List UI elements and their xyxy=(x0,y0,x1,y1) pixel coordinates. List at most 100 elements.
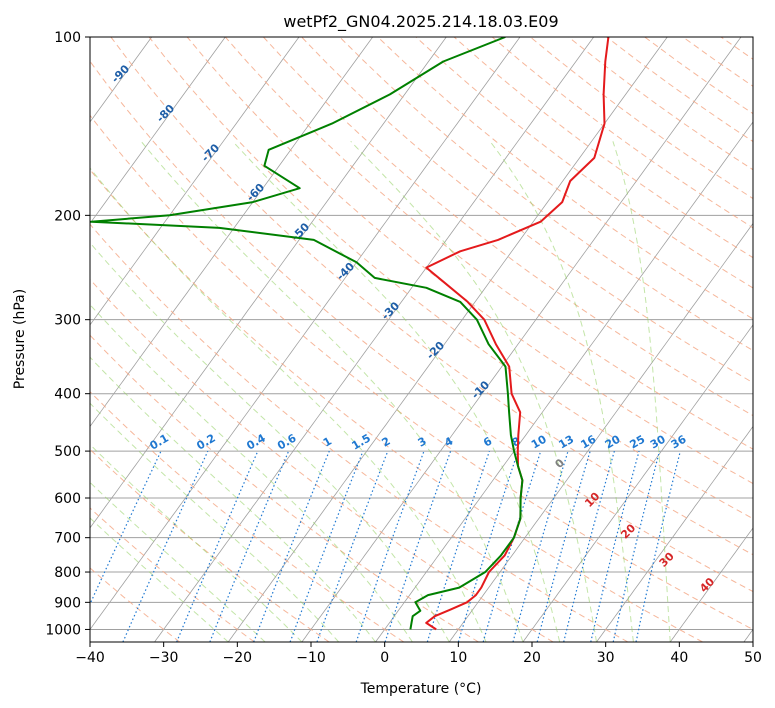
isotherm-gridline xyxy=(154,37,595,642)
mixing-ratio-label: 0.1 xyxy=(148,432,171,453)
mixing-ratio-line xyxy=(512,450,569,642)
mixing-ratio-label: 0.4 xyxy=(244,431,268,452)
dry-adiabat-label: -10 xyxy=(469,378,492,401)
dry-adiabat xyxy=(263,37,753,417)
dry-adiabat xyxy=(90,168,703,642)
mixing-ratio-label: 30 xyxy=(648,432,668,451)
moist-adiabat xyxy=(90,303,413,642)
mixing-ratio-line xyxy=(90,450,162,606)
isotherm-gridline xyxy=(522,324,753,642)
y-tick-label: 300 xyxy=(54,313,81,329)
mixing-ratio-line xyxy=(482,450,542,642)
moist-adiabat xyxy=(90,167,487,642)
isotherm-gridline xyxy=(90,37,447,529)
x-tick-label: −30 xyxy=(149,650,179,666)
mixing-ratio-line xyxy=(384,450,452,642)
mixing-ratio-line xyxy=(209,450,290,642)
mixing-ratio-line xyxy=(457,450,519,642)
mixing-ratio-label: 0.6 xyxy=(275,431,299,452)
isotherm-gridline xyxy=(375,121,753,642)
y-tick-label: 500 xyxy=(54,444,81,460)
y-tick-label: 400 xyxy=(54,387,81,403)
mixing-ratio-label: 13 xyxy=(556,433,576,452)
mixing-ratio-line xyxy=(635,450,681,642)
dry-adiabat xyxy=(186,37,753,485)
mixing-ratio-line xyxy=(289,450,364,642)
y-axis: 100 200 300 400 500 600 700 800 900 1000 xyxy=(45,30,90,638)
mixing-ratio-label: 25 xyxy=(627,433,647,452)
moist-adiabat xyxy=(612,141,671,642)
moist-adiabat-label: 30 xyxy=(657,549,677,569)
x-tick-label: 20 xyxy=(523,650,541,666)
x-tick-label: 10 xyxy=(449,650,467,666)
mixing-ratio-label: 3 xyxy=(416,435,429,450)
mixing-ratio-label: 20 xyxy=(603,432,623,451)
mixing-ratio-line xyxy=(253,450,330,642)
y-axis-label: Pressure (hPa) xyxy=(12,289,28,389)
dry-adiabat-label: -80 xyxy=(154,102,177,125)
mixing-ratio-label: 1 xyxy=(321,435,334,450)
mixing-ratio-line xyxy=(563,450,615,642)
mixing-ratio-line xyxy=(426,450,490,642)
isotherm-gridline xyxy=(90,37,374,428)
dry-adiabat xyxy=(224,37,753,450)
moist-adiabat-label: 10 xyxy=(582,490,602,510)
isotherm-gridline xyxy=(448,222,753,642)
moist-adiabat xyxy=(90,443,303,642)
dry-adiabat xyxy=(90,334,479,642)
x-tick-label: −10 xyxy=(296,650,326,666)
dry-adiabat xyxy=(682,37,753,87)
moist-adiabat xyxy=(232,140,561,642)
isotherm-gridline xyxy=(90,37,226,225)
isotherm-gridline xyxy=(0,37,4,642)
y-tick-label: 900 xyxy=(54,595,81,611)
dry-adiabat-label: -90 xyxy=(109,62,132,85)
x-tick-label: −20 xyxy=(223,650,253,666)
mixing-ratio-line xyxy=(122,450,209,642)
mixing-ratio-label: 4 xyxy=(442,434,455,449)
mixing-ratio-line xyxy=(612,450,661,642)
mixing-ratio-label: 0.2 xyxy=(194,432,217,453)
isotherm-gridline xyxy=(669,527,753,642)
moist-adiabat xyxy=(489,140,634,642)
dry-adiabat xyxy=(90,278,554,642)
x-tick-label: 40 xyxy=(670,650,688,666)
dry-adiabat xyxy=(90,507,255,642)
dry-adiabat xyxy=(720,37,753,60)
dry-adiabat-label: -70 xyxy=(199,141,222,164)
dry-adiabat xyxy=(377,37,753,320)
dry-adiabat-label: -40 xyxy=(334,260,357,283)
x-tick-label: 0 xyxy=(380,650,389,666)
dry-adiabat xyxy=(529,37,753,200)
mixing-ratio-line xyxy=(590,450,640,642)
mixing-ratio-label: 2 xyxy=(379,435,392,450)
profile-line-1 xyxy=(425,37,610,631)
dry-adiabat xyxy=(568,37,753,171)
dry-adiabat xyxy=(90,60,753,593)
mixing-ratio-label: 1.5 xyxy=(350,432,373,453)
dry-adiabat xyxy=(339,37,753,352)
dry-adiabat xyxy=(606,37,753,143)
dry-adiabat xyxy=(644,37,753,115)
moist-adiabat xyxy=(140,140,524,642)
dry-adiabat-label: -20 xyxy=(424,339,447,362)
x-tick-label: −40 xyxy=(75,650,105,666)
dry-adiabat xyxy=(90,223,629,642)
dry-adiabat xyxy=(90,114,753,630)
mixing-ratio-label: 36 xyxy=(669,432,689,451)
moist-adiabat xyxy=(350,140,598,642)
mixing-ratio-label: 16 xyxy=(579,432,599,451)
y-tick-label: 700 xyxy=(54,531,81,547)
isotherm-gridline xyxy=(90,37,521,631)
dry-adiabat xyxy=(90,391,405,642)
plot-frame xyxy=(89,36,754,643)
moist-adiabat-label: 0 xyxy=(552,456,567,471)
y-tick-label: 800 xyxy=(54,565,81,581)
dry-adiabat xyxy=(415,37,753,289)
plot-area xyxy=(0,37,753,642)
mixing-ratio-line xyxy=(316,450,389,642)
mixing-ratio-line xyxy=(536,450,591,642)
isotherm-gridline xyxy=(596,425,753,642)
moist-adiabat xyxy=(90,517,229,642)
dry-adiabat xyxy=(453,37,753,259)
